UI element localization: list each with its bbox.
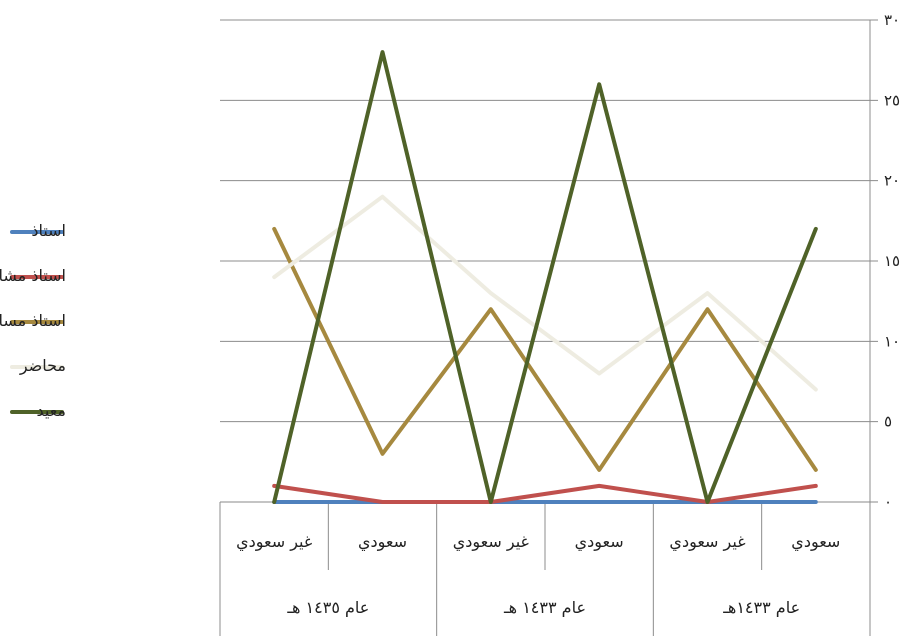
y-tick-label: ٢٠ — [884, 172, 900, 190]
legend-label: معيد — [36, 401, 66, 420]
category-label: سعودي — [358, 532, 407, 552]
legend-label: استاذ — [31, 221, 66, 240]
category-label: غير سعودي — [236, 532, 312, 552]
series-line-2 — [272, 483, 818, 504]
series-line-5 — [272, 50, 818, 504]
group-label: عام ١٤٣٣هـ — [722, 598, 800, 617]
y-tick-label: ٢٥ — [884, 91, 900, 109]
y-tick-label: ٣٠ — [884, 11, 900, 29]
y-tick-label: ٥ — [884, 413, 892, 431]
y-tick-label: ٠ — [884, 493, 892, 511]
category-label: غير سعودي — [669, 532, 745, 552]
series-line-3 — [272, 226, 818, 472]
y-tick-label: ١٠ — [884, 332, 900, 350]
legend-label: استاذ مساعد — [0, 311, 66, 330]
legend-label: محاضر — [19, 356, 66, 376]
group-label: عام ١٤٣٣ هـ — [503, 598, 586, 617]
category-label: سعودي — [791, 532, 840, 552]
y-tick-label: ١٥ — [884, 252, 900, 270]
series-line-4 — [272, 194, 818, 392]
category-label: سعودي — [575, 532, 624, 552]
group-label: عام ١٤٣٥ هـ — [286, 598, 369, 617]
category-label: غير سعودي — [453, 532, 529, 552]
legend-label: استاذ مشارك — [0, 266, 66, 286]
